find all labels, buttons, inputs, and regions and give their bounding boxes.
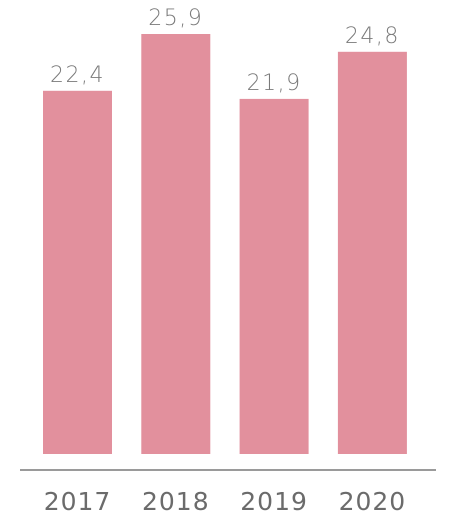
bar-2020 bbox=[337, 51, 407, 455]
value-labels-layer: 22,4 25,9 21,9 24,8 bbox=[50, 6, 400, 96]
x-tick-labels: 2017 2018 2019 2020 bbox=[44, 487, 407, 516]
bars-layer bbox=[43, 34, 407, 455]
x-tick-label-2020: 2020 bbox=[339, 487, 407, 516]
bar-2018 bbox=[141, 34, 211, 454]
x-tick-label-2019: 2019 bbox=[240, 487, 308, 516]
value-label-2017: 22,4 bbox=[50, 63, 105, 88]
x-tick-label-2018: 2018 bbox=[142, 487, 210, 516]
bar-2017 bbox=[43, 90, 112, 455]
value-label-2019: 21,9 bbox=[247, 71, 302, 96]
bar-2019 bbox=[239, 98, 309, 455]
x-tick-label-2017: 2017 bbox=[44, 487, 112, 516]
value-label-2020: 24,8 bbox=[345, 24, 400, 49]
value-label-2018: 25,9 bbox=[148, 6, 203, 31]
